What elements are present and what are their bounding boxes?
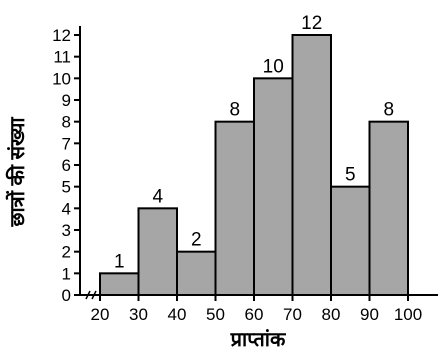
bar-30-40 (137, 207, 178, 296)
bar-90-100 (368, 120, 409, 296)
data-label-40-50: 2 (191, 230, 202, 251)
x-axis-label: प्राप्तांक (230, 329, 287, 351)
data-label-60-70: 10 (263, 56, 284, 77)
bar-50-60 (214, 120, 255, 296)
bar-20-30 (99, 272, 140, 297)
bar-80-90 (330, 185, 371, 297)
y-tick-label-8: 8 (62, 113, 71, 132)
y-tick-label-12: 12 (52, 26, 71, 45)
data-labels-group: 1 4 2 8 10 12 5 8 (114, 13, 394, 272)
x-tick-label-100: 100 (394, 305, 422, 324)
x-axis-break-mark (85, 290, 97, 300)
y-tick-label-9: 9 (62, 91, 71, 110)
bar-40-50 (176, 250, 217, 297)
y-tick-label-0: 0 (62, 286, 71, 305)
bar-70-80 (291, 34, 332, 296)
data-label-80-90: 5 (345, 165, 356, 186)
data-label-20-30: 1 (114, 251, 125, 272)
x-tick-label-20: 20 (91, 305, 110, 324)
y-tick-label-3: 3 (62, 221, 71, 240)
x-tick-label-50: 50 (206, 305, 225, 324)
y-tick-label-2: 2 (62, 243, 71, 262)
x-tick-label-80: 80 (322, 305, 341, 324)
bars-group (99, 34, 409, 297)
data-label-30-40: 4 (152, 186, 163, 207)
y-axis-label: छात्रों की संख्या (5, 117, 29, 228)
bar-60-70 (253, 77, 294, 297)
x-axis: 20 30 40 50 60 70 80 90 100 (80, 290, 438, 324)
y-tick-label-1: 1 (62, 264, 71, 283)
x-tick-label-70: 70 (283, 305, 302, 324)
data-label-50-60: 8 (229, 100, 240, 121)
x-tick-label-90: 90 (360, 305, 379, 324)
data-label-70-80: 12 (301, 13, 322, 34)
x-tick-label-60: 60 (245, 305, 264, 324)
y-tick-label-11: 11 (53, 48, 71, 67)
y-tick-label-6: 6 (62, 156, 71, 175)
y-tick-label-5: 5 (62, 178, 71, 197)
y-tick-label-4: 4 (62, 199, 71, 218)
y-tick-label-10: 10 (52, 69, 71, 88)
y-tick-label-7: 7 (62, 134, 71, 153)
data-label-90-100: 8 (383, 100, 394, 121)
x-tick-label-40: 40 (168, 305, 187, 324)
x-tick-label-30: 30 (129, 305, 148, 324)
